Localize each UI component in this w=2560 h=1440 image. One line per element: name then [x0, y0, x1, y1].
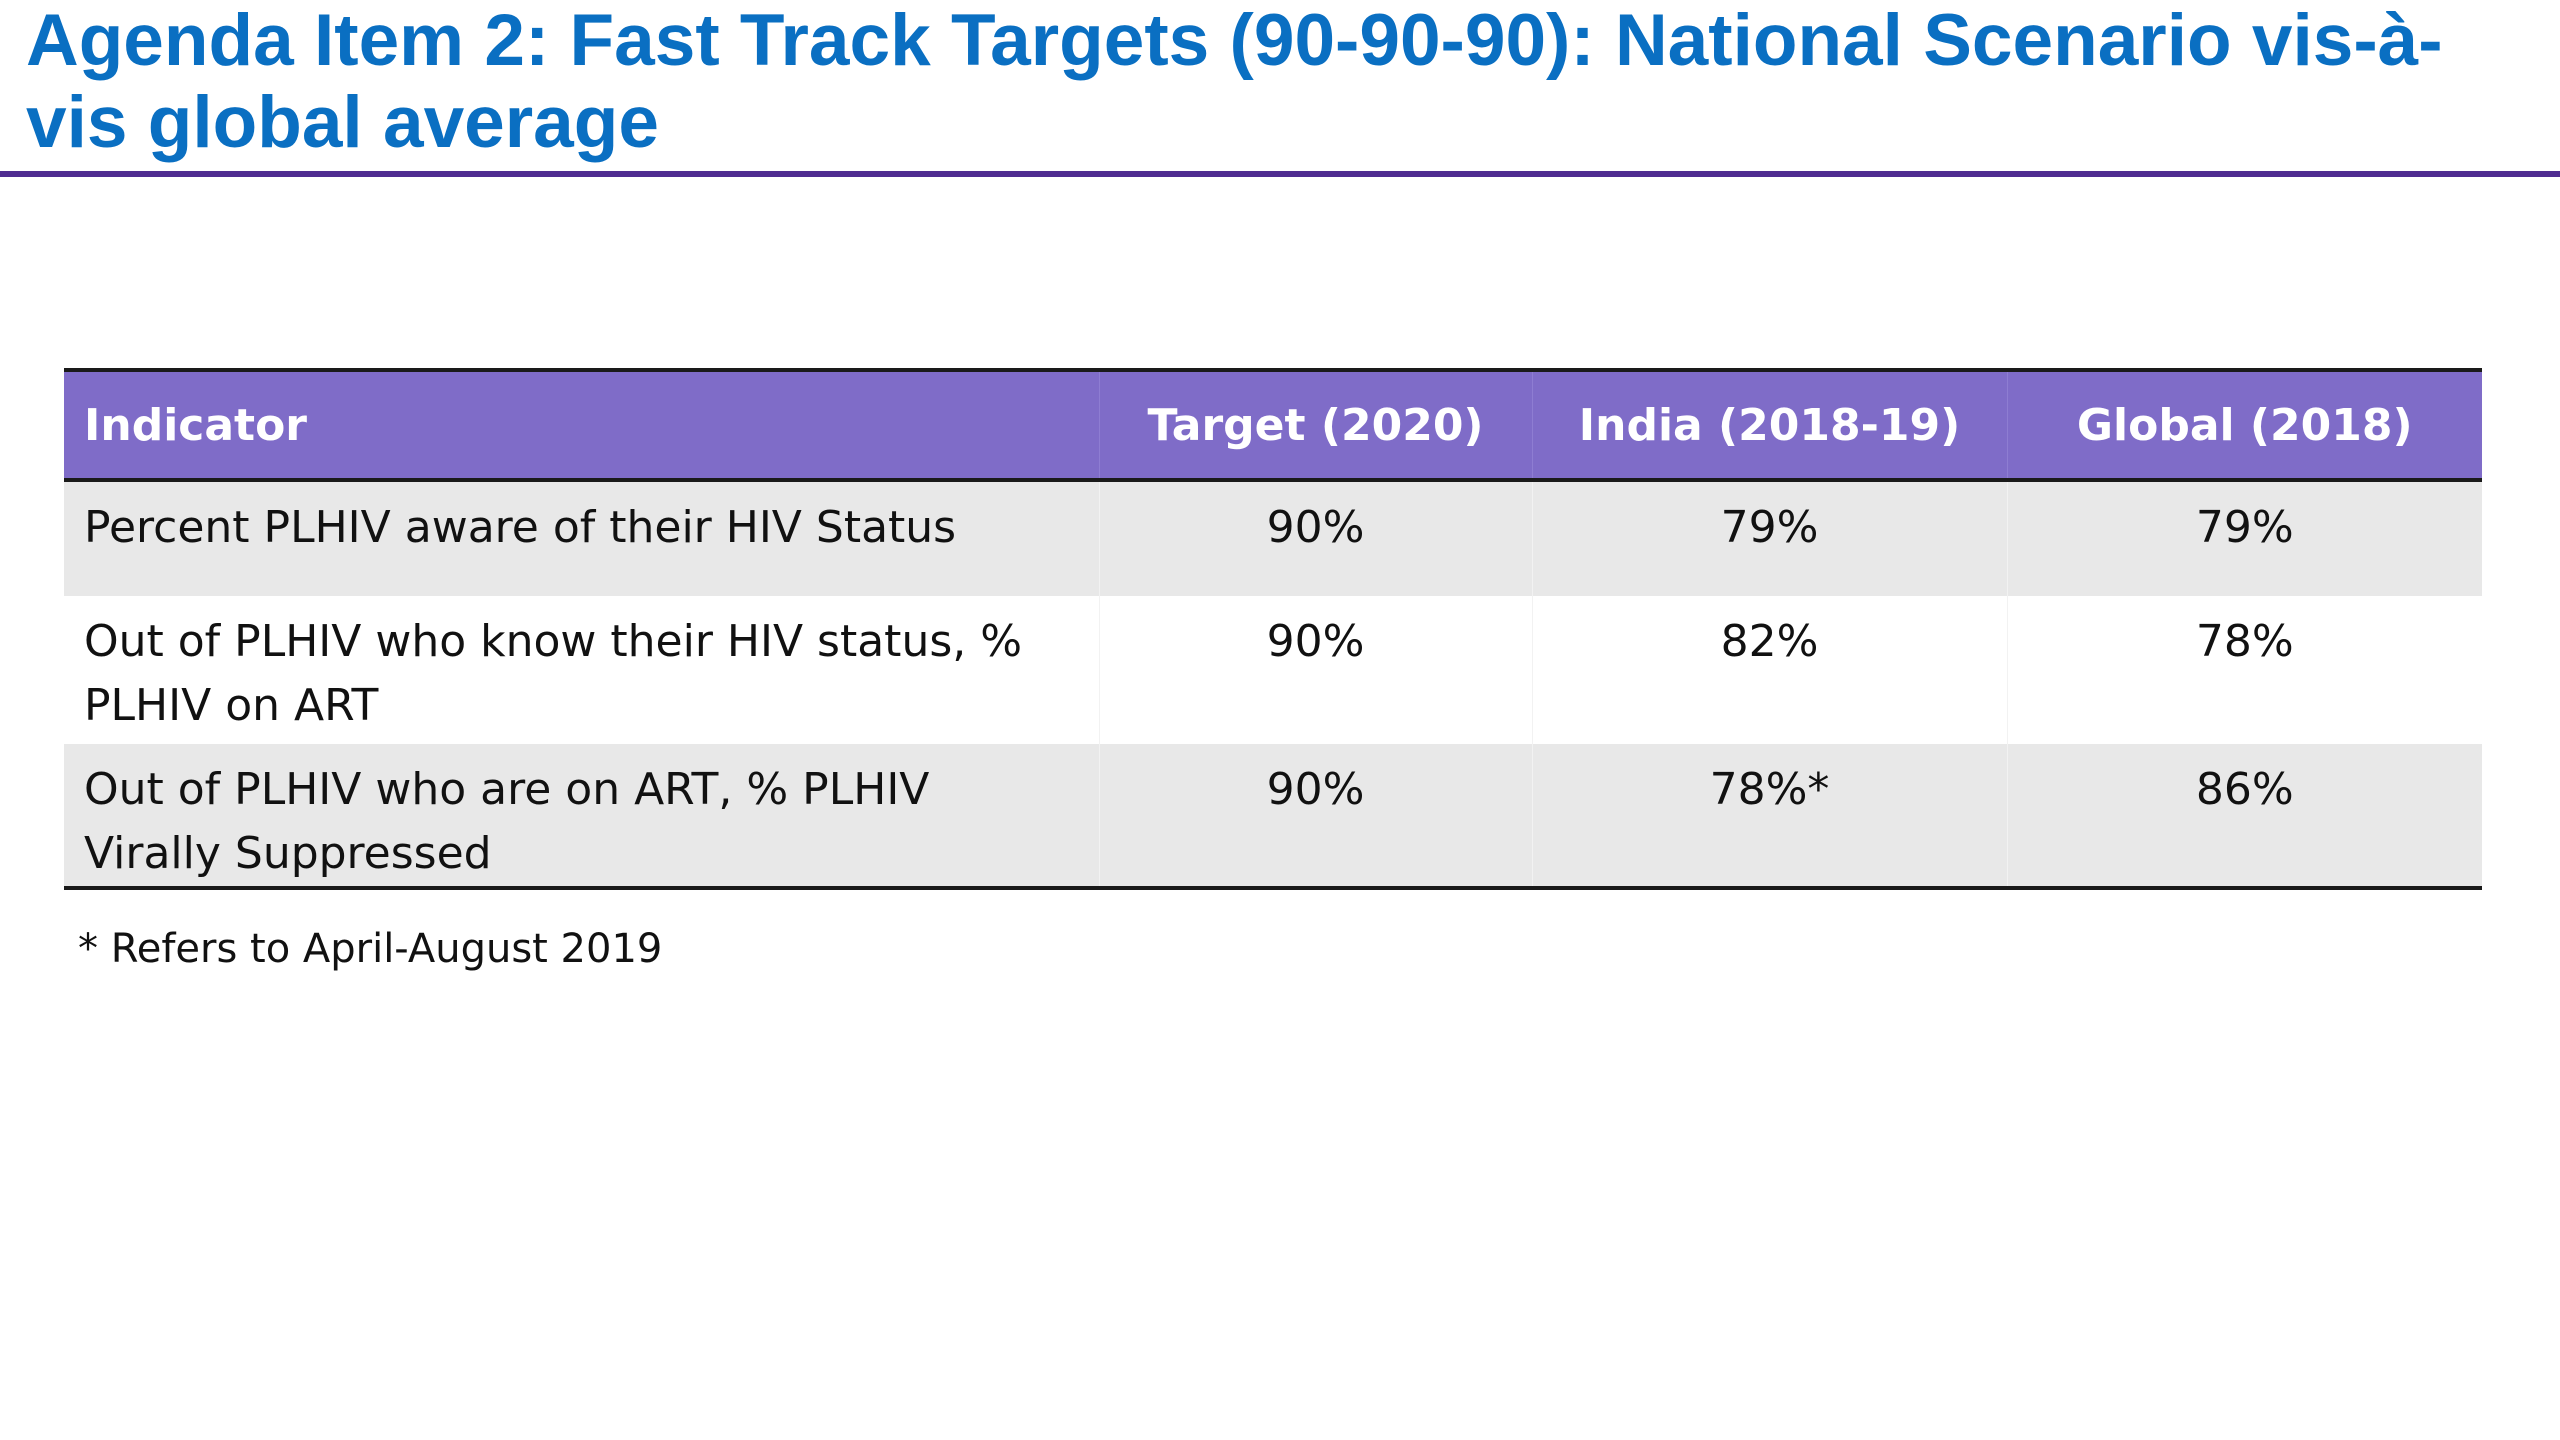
- header-indicator: Indicator: [84, 399, 308, 451]
- table-row: Out of PLHIV who know their HIV status, …: [64, 596, 2482, 744]
- india-cell: 78%*: [1531, 744, 2007, 888]
- india-cell: 82%: [1531, 596, 2007, 744]
- target-cell: 90%: [1098, 744, 1532, 888]
- header-india-2018-19: India (2018-19): [1531, 370, 2007, 480]
- slide-title: Agenda Item 2: Fast Track Targets (90-90…: [26, 0, 2443, 163]
- global-cell: 78%: [2006, 596, 2482, 744]
- target-cell: 90%: [1098, 596, 1532, 744]
- target-cell: 90%: [1098, 480, 1532, 596]
- indicator-cell: Percent PLHIV aware of their HIV Status: [84, 502, 957, 553]
- header-target-2020: Target (2020): [1098, 370, 1532, 480]
- indicator-cell: Out of PLHIV who know their HIV status, …: [84, 616, 1023, 731]
- indicator-cell: Out of PLHIV who are on ART, % PLHIV Vir…: [84, 764, 930, 879]
- table-row: Percent PLHIV aware of their HIV Status …: [64, 480, 2482, 596]
- targets-table: Indicator Target (2020) India (2018-19) …: [64, 368, 2482, 890]
- footnote: * Refers to April-August 2019: [78, 926, 663, 972]
- header-global-2018: Global (2018): [2006, 370, 2482, 480]
- table-row: Out of PLHIV who are on ART, % PLHIV Vir…: [64, 744, 2482, 888]
- global-cell: 86%: [2006, 744, 2482, 888]
- table-header-row: Indicator Target (2020) India (2018-19) …: [64, 370, 2482, 480]
- india-cell: 79%: [1531, 480, 2007, 596]
- global-cell: 79%: [2006, 480, 2482, 596]
- title-divider: [0, 171, 2560, 177]
